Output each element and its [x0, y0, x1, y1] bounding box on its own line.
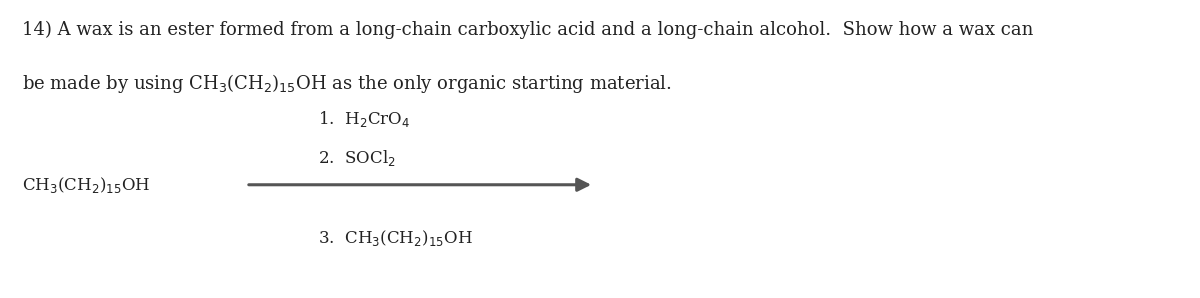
- Text: CH$_3$(CH$_2$)$_{15}$OH: CH$_3$(CH$_2$)$_{15}$OH: [22, 175, 150, 195]
- Text: 2.  SOCl$_2$: 2. SOCl$_2$: [318, 148, 396, 168]
- Text: 14) A wax is an ester formed from a long-chain carboxylic acid and a long-chain : 14) A wax is an ester formed from a long…: [22, 21, 1033, 39]
- Text: be made by using CH$_3$(CH$_2$)$_{15}$OH as the only organic starting material.: be made by using CH$_3$(CH$_2$)$_{15}$OH…: [22, 72, 671, 94]
- Text: 3.  CH$_3$(CH$_2$)$_{15}$OH: 3. CH$_3$(CH$_2$)$_{15}$OH: [318, 228, 473, 249]
- Text: 1.  H$_2$CrO$_4$: 1. H$_2$CrO$_4$: [318, 109, 410, 129]
